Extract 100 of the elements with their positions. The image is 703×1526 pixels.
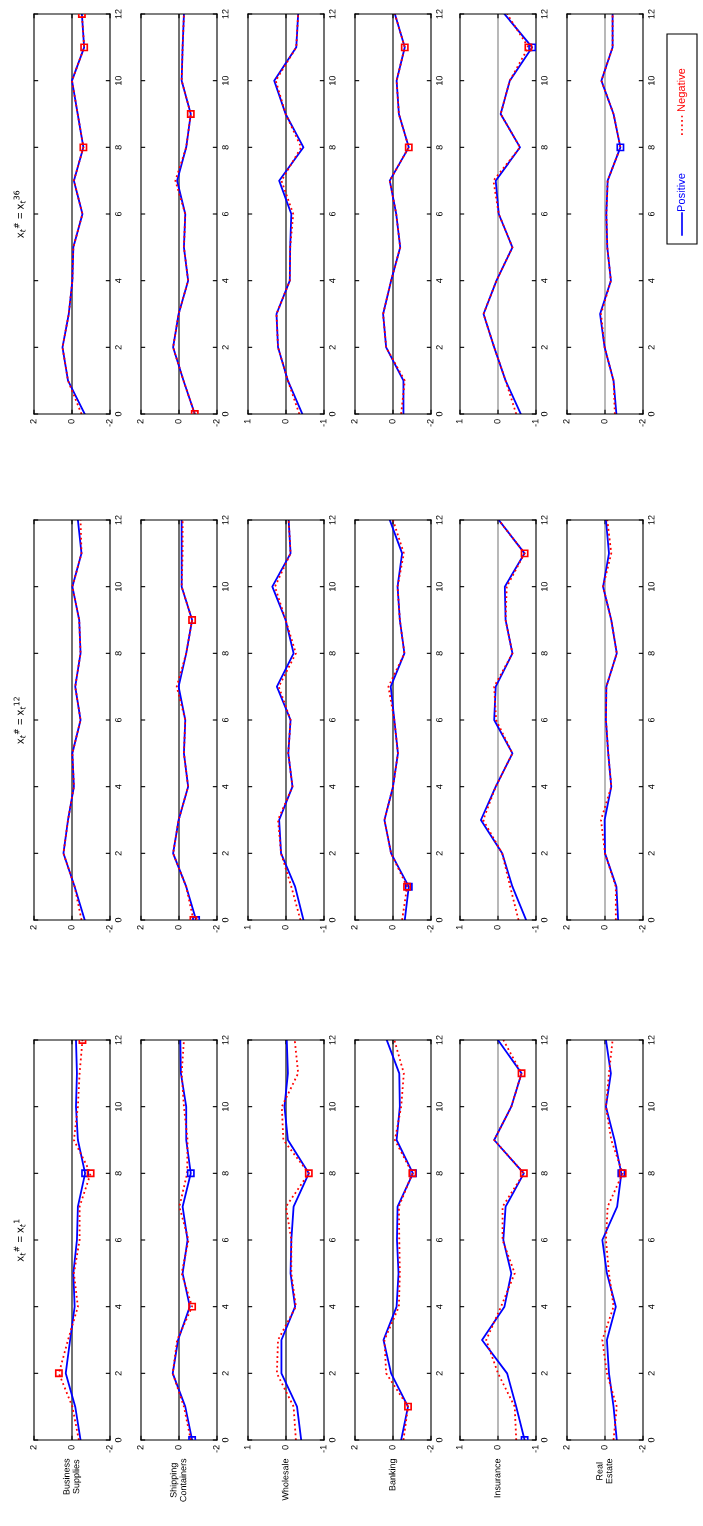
y-tick-label: 2 <box>329 851 336 856</box>
x-tick-label: 0 <box>601 1445 608 1450</box>
y-tick-label: 2 <box>648 851 655 856</box>
x-tick-label: -2 <box>213 1445 220 1453</box>
y-tick-label: 6 <box>115 717 122 723</box>
x-tick-label: 2 <box>30 925 37 930</box>
y-tick-label: 10 <box>648 76 655 85</box>
y-tick-label: 12 <box>329 1035 336 1045</box>
y-tick-label: 0 <box>115 411 122 417</box>
text: Positive <box>676 173 685 212</box>
y-tick-label: 0 <box>329 1437 336 1443</box>
y-tick-label: 6 <box>222 1237 229 1243</box>
x-tick-label: -2 <box>106 419 113 427</box>
x-tick-label: 0 <box>494 1445 501 1450</box>
y-tick-label: 0 <box>222 1437 229 1443</box>
x-tick-label: -2 <box>213 925 220 933</box>
y-tick-label: 8 <box>648 1171 655 1176</box>
y-tick-label: 4 <box>329 784 336 789</box>
y-tick-label: 6 <box>222 717 229 723</box>
y-tick-label: 12 <box>648 9 655 19</box>
y-tick-label: 10 <box>436 76 443 85</box>
y-tick-label: 12 <box>115 9 122 19</box>
y-tick-label: 4 <box>541 1304 548 1309</box>
y-tick-label: 4 <box>648 784 655 789</box>
y-tick-label: 10 <box>436 582 443 591</box>
y-tick-label: 12 <box>648 1035 655 1045</box>
x-tick-label: 0 <box>282 419 289 424</box>
text: x$_{t}$$^{#}$ = x$_{t}$$^{12}$ <box>13 697 26 744</box>
y-tick-label: 6 <box>115 1237 122 1243</box>
y-tick-label: 6 <box>541 211 548 217</box>
y-tick-label: 2 <box>541 1371 548 1376</box>
x-tick-label: 1 <box>456 925 463 930</box>
x-tick-label: -2 <box>639 1445 646 1453</box>
y-tick-label: 2 <box>115 851 122 856</box>
x-tick-label: 0 <box>175 1445 182 1450</box>
x-tick-label: 1 <box>244 1445 251 1450</box>
x-tick-label: 0 <box>68 419 75 424</box>
y-axis-title: Insurance <box>494 1458 501 1498</box>
y-tick-label: 0 <box>329 411 336 417</box>
x-tick-label: -1 <box>532 925 539 933</box>
y-tick-label: 2 <box>541 851 548 856</box>
y-tick-label: 8 <box>222 145 229 150</box>
y-tick-label: 10 <box>648 582 655 591</box>
y-tick-label: 4 <box>436 278 443 283</box>
y-tick-label: 2 <box>115 1371 122 1376</box>
y-tick-label: 2 <box>222 851 229 856</box>
y-tick-label: 8 <box>329 145 336 150</box>
y-tick-label: 8 <box>115 1171 122 1176</box>
y-tick-label: 8 <box>222 1171 229 1176</box>
y-axis-title: Wholesale <box>281 1458 289 1501</box>
y-tick-label: 10 <box>115 76 122 85</box>
x-tick-label: 2 <box>137 925 144 930</box>
text: x$_{t}$$^{#}$ = x$_{t}$$^{36}$ <box>13 190 26 238</box>
x-tick-label: 1 <box>244 419 251 424</box>
x-tick-label: 0 <box>389 1445 396 1450</box>
x-tick-label: 0 <box>494 419 501 424</box>
y-tick-label: 8 <box>436 1171 443 1176</box>
x-tick-label: 0 <box>282 1445 289 1450</box>
y-tick-label: 12 <box>436 515 443 525</box>
x-tick-label: -1 <box>320 1445 327 1453</box>
y-tick-label: 12 <box>222 1035 229 1045</box>
y-tick-label: 8 <box>541 1171 548 1176</box>
x-tick-label: 0 <box>68 1445 75 1450</box>
x-tick-label: 2 <box>137 419 144 424</box>
y-tick-label: 4 <box>329 1304 336 1309</box>
y-axis-title: Business Supplies <box>62 1458 82 1495</box>
y-tick-label: 12 <box>541 9 548 19</box>
y-tick-label: 0 <box>541 917 548 923</box>
x-tick-label: 2 <box>351 419 358 424</box>
y-tick-label: 10 <box>329 76 336 85</box>
y-tick-label: 0 <box>436 917 443 923</box>
y-tick-label: 2 <box>648 345 655 350</box>
y-tick-label: 10 <box>329 582 336 591</box>
x-tick-label: 2 <box>563 419 570 424</box>
x-tick-label: -2 <box>639 419 646 427</box>
y-tick-label: 8 <box>648 145 655 150</box>
x-tick-label: 0 <box>389 925 396 930</box>
y-tick-label: 12 <box>541 515 548 525</box>
y-tick-label: 2 <box>329 345 336 350</box>
y-tick-label: 4 <box>648 1304 655 1309</box>
y-tick-label: 6 <box>541 717 548 723</box>
x-tick-label: 2 <box>563 925 570 930</box>
x-tick-label: 2 <box>351 925 358 930</box>
x-tick-label: -1 <box>532 1445 539 1453</box>
y-tick-label: 8 <box>222 651 229 656</box>
y-axis-title: Banking <box>388 1459 398 1491</box>
x-tick-label: 2 <box>351 1445 358 1450</box>
y-tick-label: 6 <box>541 1237 548 1243</box>
y-tick-label: 4 <box>648 278 655 283</box>
y-tick-label: 0 <box>222 917 229 923</box>
y-tick-label: 4 <box>222 278 229 283</box>
y-tick-label: 2 <box>436 851 443 856</box>
y-tick-label: 10 <box>115 1102 122 1111</box>
y-tick-label: 6 <box>648 717 655 723</box>
text: x$_{t}$$^{#}$ = x$_{t}$$^{1}$ <box>13 1219 26 1262</box>
y-tick-label: 2 <box>648 1371 655 1376</box>
y-tick-label: 10 <box>436 1102 443 1111</box>
y-tick-label: 4 <box>115 278 122 283</box>
y-tick-label: 8 <box>648 651 655 656</box>
x-tick-label: 0 <box>175 925 182 930</box>
